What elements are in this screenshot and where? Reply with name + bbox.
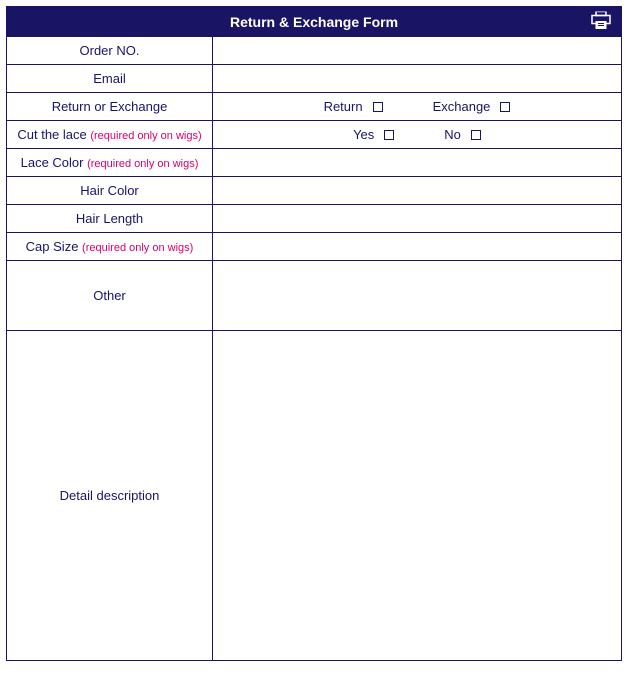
label-email: Email — [7, 65, 213, 93]
label-cap-size: Cap Size (required only on wigs) — [7, 233, 213, 261]
row-email: Email — [7, 65, 622, 93]
value-email[interactable] — [213, 65, 622, 93]
row-cap-size: Cap Size (required only on wigs) — [7, 233, 622, 261]
option-no[interactable]: No — [444, 127, 481, 142]
value-detail[interactable] — [213, 331, 622, 661]
print-icon[interactable] — [591, 11, 611, 32]
value-cap-size[interactable] — [213, 233, 622, 261]
required-note: (required only on wigs) — [82, 242, 193, 254]
label-other: Other — [7, 261, 213, 331]
label-lace-color: Lace Color (required only on wigs) — [7, 149, 213, 177]
label-cut-lace-text: Cut the lace — [17, 127, 86, 142]
row-cut-lace: Cut the lace (required only on wigs) Yes… — [7, 121, 622, 149]
checkbox-icon — [384, 130, 394, 140]
value-other[interactable] — [213, 261, 622, 331]
option-exchange[interactable]: Exchange — [433, 99, 511, 114]
required-note: (required only on wigs) — [90, 130, 201, 142]
label-order-no: Order NO. — [7, 37, 213, 65]
checkbox-icon — [373, 102, 383, 112]
option-no-label: No — [444, 127, 461, 142]
option-exchange-label: Exchange — [433, 99, 491, 114]
option-return[interactable]: Return — [324, 99, 383, 114]
row-detail: Detail description — [7, 331, 622, 661]
row-hair-length: Hair Length — [7, 205, 622, 233]
label-return-exchange: Return or Exchange — [7, 93, 213, 121]
value-order-no[interactable] — [213, 37, 622, 65]
value-hair-length[interactable] — [213, 205, 622, 233]
option-yes[interactable]: Yes — [353, 127, 394, 142]
checkbox-icon — [471, 130, 481, 140]
required-note: (required only on wigs) — [87, 158, 198, 170]
row-return-exchange: Return or Exchange Return Exchange — [7, 93, 622, 121]
row-order-no: Order NO. — [7, 37, 622, 65]
label-lace-color-text: Lace Color — [21, 155, 84, 170]
return-exchange-form: Return & Exchange Form Order NO. Email R… — [6, 6, 622, 661]
row-hair-color: Hair Color — [7, 177, 622, 205]
form-title: Return & Exchange Form — [230, 14, 398, 30]
row-other: Other — [7, 261, 622, 331]
option-return-label: Return — [324, 99, 363, 114]
value-hair-color[interactable] — [213, 177, 622, 205]
row-lace-color: Lace Color (required only on wigs) — [7, 149, 622, 177]
checkbox-icon — [500, 102, 510, 112]
value-lace-color[interactable] — [213, 149, 622, 177]
label-cut-lace: Cut the lace (required only on wigs) — [7, 121, 213, 149]
label-hair-length: Hair Length — [7, 205, 213, 233]
value-return-exchange: Return Exchange — [213, 93, 622, 121]
label-cap-size-text: Cap Size — [26, 239, 79, 254]
form-header: Return & Exchange Form — [7, 7, 622, 37]
value-cut-lace: Yes No — [213, 121, 622, 149]
label-hair-color: Hair Color — [7, 177, 213, 205]
label-detail: Detail description — [7, 331, 213, 661]
option-yes-label: Yes — [353, 127, 374, 142]
